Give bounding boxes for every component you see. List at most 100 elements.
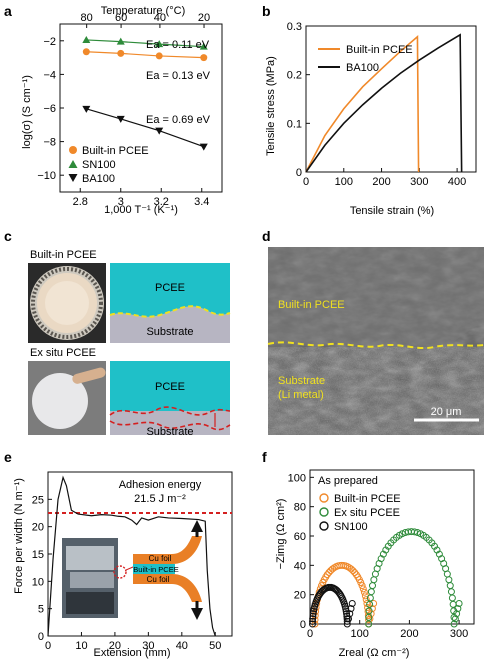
plot-frame xyxy=(305,25,477,173)
impedance-point xyxy=(325,569,333,577)
impedance-point xyxy=(453,610,461,618)
legend-marker-f-sn100 xyxy=(319,521,329,531)
legend-label-b-built-in: Built-in PCEE xyxy=(346,44,413,56)
x-tick-label: 3 xyxy=(118,196,124,208)
data-point xyxy=(155,40,164,48)
inset-built-in-label: Built-in PCEE xyxy=(133,565,178,574)
panel-letter-e: e xyxy=(4,449,12,465)
impedance-point xyxy=(309,617,317,625)
inset-cu-foil-top: Cu foil xyxy=(149,554,172,563)
impedance-point xyxy=(365,620,373,628)
x-tick-label: 400 xyxy=(448,176,466,188)
scale-bar-label: 20 μm xyxy=(431,406,462,418)
top-tick-label: 60 xyxy=(115,12,127,24)
x-tick-label: 100 xyxy=(335,176,353,188)
c-substrate-label-top: Substrate xyxy=(146,326,193,338)
panel-letter-d: d xyxy=(262,228,271,244)
x-tick-label: 300 xyxy=(410,176,428,188)
data-point xyxy=(200,54,208,62)
fit-line xyxy=(86,108,204,148)
legend-marker-built-in xyxy=(69,146,77,154)
legend-marker-ba100 xyxy=(68,174,78,182)
x-axis-label-a: 1,000 T⁻¹ (K⁻¹) xyxy=(104,204,178,216)
force-curve xyxy=(47,475,216,637)
top-tick-label: 80 xyxy=(81,12,93,24)
y-tick-label: −2 xyxy=(43,36,56,48)
sem-image: Built-in PCEE Substrate (Li metal) 20 μm xyxy=(267,247,485,435)
data-point xyxy=(155,127,164,135)
d-li-metal-label: (Li metal) xyxy=(278,389,324,401)
x-axis-label-e: Extension (mm) xyxy=(93,647,170,659)
x-tick-label: 20 xyxy=(109,640,121,652)
impedance-point xyxy=(348,599,356,607)
y-tick-label: −8 xyxy=(43,137,56,149)
inset-cu-foil-bottom: Cu foil xyxy=(147,575,170,584)
c-pcee-label-top: PCEE xyxy=(155,282,185,294)
impedance-point xyxy=(323,571,331,579)
x-tick-label: 200 xyxy=(372,176,390,188)
impedance-point xyxy=(309,615,317,623)
x-axis-label-b: Tensile strain (%) xyxy=(350,205,434,217)
data-point xyxy=(116,37,125,45)
x-tick-label: 300 xyxy=(450,628,468,640)
x-tick-label: 0 xyxy=(45,640,51,652)
legend-f: As prepared Built-in PCEE Ex situ PCEE S… xyxy=(318,475,401,533)
panel-letter-f: f xyxy=(262,449,267,465)
impedance-point xyxy=(365,616,373,624)
series-line xyxy=(305,34,420,173)
c-top-title: Built-in PCEE xyxy=(30,249,97,261)
ea-label-3: Ea = 0.69 eV xyxy=(146,114,211,126)
data-point xyxy=(199,42,208,50)
x-tick-label: 50 xyxy=(209,640,221,652)
y-tick-label: 0.1 xyxy=(287,118,302,130)
impedance-point xyxy=(445,576,453,584)
y-tick-label: 0 xyxy=(296,167,302,179)
c-pcee-label-bottom: PCEE xyxy=(155,381,185,393)
data-point xyxy=(155,52,163,60)
impedance-point xyxy=(410,528,418,536)
legend-b: Built-in PCEE BA100 xyxy=(318,44,413,74)
adhesion-value: 21.5 J m⁻² xyxy=(134,493,186,505)
fit-line xyxy=(86,39,204,48)
fit-line xyxy=(86,51,204,59)
legend-label-ba100: BA100 xyxy=(82,173,115,185)
impedance-point xyxy=(450,620,458,628)
data-point xyxy=(82,48,90,56)
y-tick-label: 10 xyxy=(32,576,44,588)
legend-label-f-built-in: Built-in PCEE xyxy=(334,493,401,505)
impedance-point xyxy=(454,605,462,613)
impedance-point xyxy=(349,567,357,575)
y-tick-label: −10 xyxy=(37,170,56,182)
y-tick-label: 5 xyxy=(38,604,44,616)
top-tick-label: 20 xyxy=(198,12,210,24)
impedance-point xyxy=(365,613,373,621)
legend-label-sn100: SN100 xyxy=(82,159,116,171)
x-tick-label: 30 xyxy=(142,640,154,652)
peel-test-inset: Cu foil Built-in PCEE Cu foil xyxy=(62,520,203,620)
y-tick-label: 25 xyxy=(32,494,44,506)
legend-a: Built-in PCEE SN100 BA100 xyxy=(68,145,149,185)
y-axis-label-f: −Zimg (Ω cm²) xyxy=(275,499,287,570)
legend-label-f-sn100: SN100 xyxy=(334,521,368,533)
x-tick-label: 40 xyxy=(176,640,188,652)
impedance-point xyxy=(360,588,368,596)
impedance-point xyxy=(443,570,451,578)
impedance-point xyxy=(451,615,459,623)
panel-f: f 0 100 200 300 0 20 40 60 80 100 −Zimg (Ω cm²) Z… xyxy=(262,449,475,659)
legend-title-f: As prepared xyxy=(318,475,378,487)
impedance-point xyxy=(446,582,454,590)
impedance-point xyxy=(398,530,406,538)
legend-label-built-in: Built-in PCEE xyxy=(82,145,149,157)
y-tick-label: −6 xyxy=(43,103,56,115)
x-tick-label: 3.2 xyxy=(154,196,169,208)
impedance-point xyxy=(447,588,455,596)
y-tick-label: 60 xyxy=(294,531,306,543)
photo-ex-situ-pcee xyxy=(28,361,106,435)
y-tick-label: 20 xyxy=(294,590,306,602)
ea-label-1: Ea = 0.11 eV xyxy=(146,39,210,51)
data-point xyxy=(82,105,91,113)
legend-marker-f-ex-situ xyxy=(319,507,329,517)
y-tick-label: 0 xyxy=(300,619,306,631)
panel-c: c Built-in PCEE PCEE Substrate Ex situ P… xyxy=(4,228,231,438)
impedance-point xyxy=(448,594,456,602)
